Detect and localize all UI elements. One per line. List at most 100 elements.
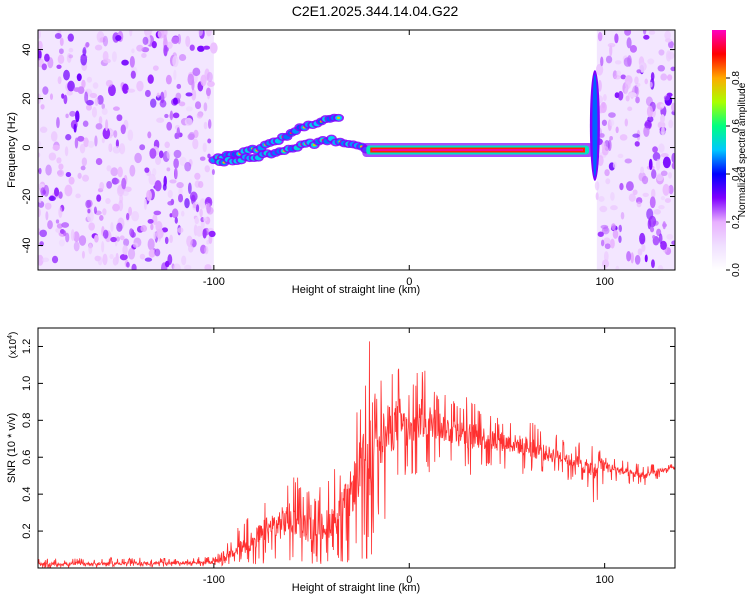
noise-speckle	[70, 229, 75, 241]
noise-speckle	[197, 181, 204, 188]
noise-speckle	[40, 187, 46, 197]
noise-speckle	[39, 229, 47, 238]
noise-speckle	[68, 176, 75, 185]
spectrogram-y-tick-label: 40	[21, 43, 33, 55]
colorbar-ticks: 0.0 0.2 0.4 0.6 0.8	[726, 71, 742, 277]
noise-speckle	[660, 196, 666, 201]
noise-speckle	[202, 216, 208, 222]
noise-speckle	[112, 203, 120, 212]
noise-speckle	[163, 175, 167, 187]
snr-y-tick-label: 1.0	[21, 376, 33, 391]
spectrogram-y-tick-label: 0	[21, 144, 33, 150]
noise-speckle	[195, 204, 200, 213]
noise-speckle	[194, 216, 199, 225]
noise-speckle	[116, 236, 121, 242]
upper-ascending-streak-hotspot	[336, 116, 341, 120]
noise-speckle	[609, 119, 615, 127]
noise-speckle	[62, 230, 67, 237]
noise-speckle	[204, 245, 209, 255]
noise-speckle	[132, 242, 139, 248]
noise-speckle	[109, 254, 114, 260]
noise-speckle	[105, 198, 111, 205]
noise-speckle	[85, 42, 90, 48]
noise-speckle	[176, 127, 181, 139]
noise-speckle	[204, 165, 210, 173]
noise-speckle	[63, 94, 68, 105]
noise-speckle	[73, 231, 80, 243]
noise-speckle	[38, 254, 44, 266]
noise-speckle	[116, 114, 123, 122]
noise-speckle	[73, 241, 80, 252]
noise-speckle	[635, 96, 640, 104]
noise-speckle	[657, 65, 666, 72]
noise-speckle	[192, 67, 201, 77]
noise-speckle	[102, 253, 108, 266]
noise-speckle	[164, 236, 169, 245]
noise-speckle	[166, 41, 173, 49]
noise-speckle	[667, 40, 675, 49]
noise-speckle	[614, 33, 619, 44]
noise-speckle	[77, 172, 82, 179]
noise-speckle	[64, 146, 69, 157]
noise-speckle	[658, 143, 665, 153]
noise-speckle	[49, 93, 54, 100]
noise-speckle	[44, 202, 52, 210]
noise-speckle	[150, 98, 157, 108]
noise-speckle	[136, 80, 144, 92]
spectrogram-x-tick-label: 100	[595, 276, 613, 288]
noise-speckle	[102, 58, 111, 64]
noise-speckle	[597, 79, 602, 92]
noise-speckle	[611, 223, 616, 231]
noise-speckle	[651, 188, 656, 199]
noise-speckle	[185, 92, 193, 97]
noise-speckle	[154, 180, 162, 192]
noise-speckle	[595, 192, 599, 201]
noise-speckle	[157, 232, 161, 242]
noise-speckle	[67, 80, 75, 92]
noise-speckle	[657, 265, 664, 270]
noise-speckle	[52, 144, 60, 151]
noise-speckle	[102, 229, 109, 239]
noise-speckle	[84, 91, 89, 104]
noise-speckle	[79, 143, 86, 154]
noise-speckle	[648, 158, 653, 171]
noise-speckle	[61, 222, 70, 228]
noise-speckle	[164, 141, 170, 149]
noise-speckle	[94, 255, 101, 262]
noise-speckle	[111, 51, 117, 63]
noise-speckle	[169, 234, 173, 244]
noise-speckle	[81, 79, 86, 89]
noise-speckle	[101, 103, 105, 110]
noise-speckle	[110, 167, 119, 177]
noise-speckle	[101, 137, 105, 144]
noise-speckle	[671, 152, 675, 163]
noise-speckle	[207, 153, 211, 159]
noise-speckle	[75, 193, 81, 199]
noise-speckle	[192, 203, 197, 209]
noise-speckle	[600, 56, 604, 67]
noise-speckle	[86, 76, 93, 83]
noise-speckle	[73, 87, 81, 92]
noise-speckle	[194, 101, 202, 110]
noise-speckle	[41, 257, 50, 263]
noise-speckle	[139, 144, 146, 151]
noise-speckle	[38, 40, 43, 51]
noise-speckle	[51, 255, 59, 264]
noise-speckle	[614, 60, 622, 65]
noise-speckle	[199, 156, 206, 161]
noise-speckle	[57, 76, 62, 85]
noise-speckle	[197, 45, 205, 52]
spectrogram-panel: -100 0 100 -40 -20 0 20 40 Height of straight …	[6, 29, 676, 296]
noise-speckle	[666, 233, 674, 240]
noise-speckle	[153, 210, 162, 216]
snr-scale-exponent: 4	[7, 335, 14, 339]
noise-speckle	[158, 150, 164, 159]
noise-speckle	[95, 123, 103, 130]
noise-speckle	[125, 212, 130, 221]
spectrogram-y-ticks: -40 -20 0 20 40	[21, 43, 675, 253]
noise-speckle	[664, 30, 671, 40]
noise-speckle	[641, 244, 646, 252]
noise-speckle	[38, 140, 42, 147]
noise-speckle	[187, 73, 195, 86]
